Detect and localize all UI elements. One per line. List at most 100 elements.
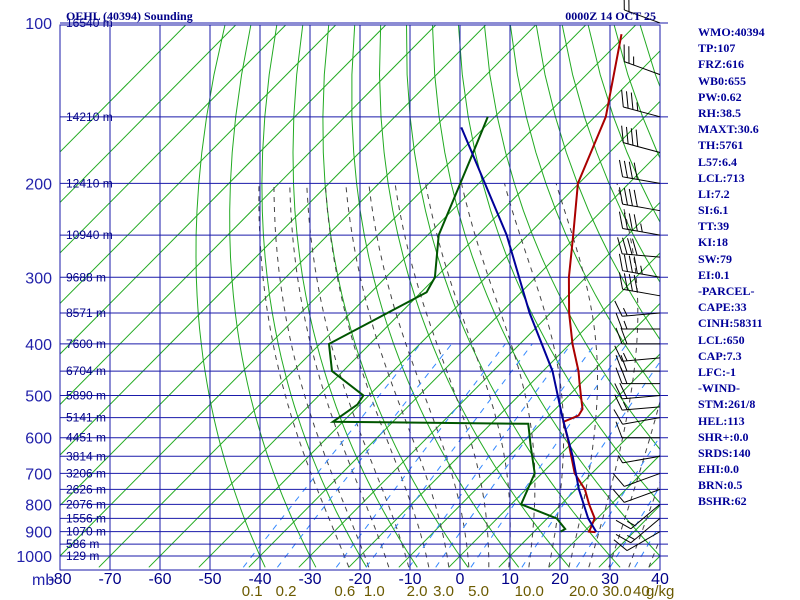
sounding-index: SHR+:0.0	[698, 429, 749, 444]
pressure-unit-label: mb	[32, 572, 54, 589]
sounding-index: SRDS:140	[698, 445, 751, 460]
temperature-tick-label: 0	[456, 571, 465, 588]
height-label: 586 m	[66, 537, 99, 551]
wind-barb-staff	[622, 312, 661, 317]
pressure-tick-label: 600	[25, 431, 52, 448]
height-label: 6704 m	[66, 364, 106, 378]
wind-barb-flag	[633, 214, 638, 232]
temperature-tick-label: 30	[601, 571, 619, 588]
wind-barb-flag	[618, 159, 624, 177]
temperature-tick-label: -60	[148, 571, 171, 588]
wind-barb	[615, 354, 660, 372]
wind-barb-flag	[627, 238, 633, 255]
pressure-tick-label: 300	[25, 270, 52, 287]
moist-adiabat-line	[555, 183, 598, 568]
moist-adiabat-line	[608, 399, 660, 568]
wind-barb-staff	[622, 406, 661, 411]
wind-barb-flag	[623, 254, 628, 272]
height-label: 5890 m	[66, 389, 106, 403]
wind-barb-staff	[626, 531, 661, 552]
isotherm-line	[60, 25, 587, 557]
wind-barb-staff	[624, 488, 661, 503]
moist-adiabat-line	[461, 183, 536, 568]
wind-barb-half-flag	[617, 455, 624, 464]
wind-barb-flag	[633, 274, 638, 292]
height-label: 14210 m	[66, 110, 113, 124]
wind-barb	[617, 237, 661, 258]
height-label: 3814 m	[66, 449, 106, 463]
mixing-ratio-line	[408, 343, 572, 568]
isotherm-line	[148, 50, 660, 568]
temperature-tick-label: -20	[348, 571, 371, 588]
height-label: 1556 m	[66, 511, 106, 525]
wind-barb-flag	[635, 129, 639, 147]
wind-barb-staff	[622, 357, 661, 362]
mixing-ratio-tick-label: 0.2	[276, 583, 297, 600]
wind-barb-flag	[628, 274, 633, 292]
pressure-tick-label: 200	[25, 176, 52, 193]
mixing-ratio-line	[242, 343, 421, 568]
height-label: 12410 m	[66, 176, 113, 190]
dry-adiabat-line	[509, 25, 660, 396]
mixing-ratio-tick-label: 5.0	[468, 583, 489, 600]
isotherm-line	[348, 252, 660, 568]
wind-barb	[617, 455, 661, 464]
isotherms	[60, 25, 660, 568]
wind-barb-staff	[622, 455, 661, 464]
dry-adiabat-line	[457, 25, 660, 504]
wind-barb	[614, 300, 661, 317]
mixing-ratio-line	[576, 435, 660, 568]
height-label: 9688 m	[66, 270, 106, 284]
dry-adiabat-line	[406, 25, 621, 568]
isotherm-line	[98, 25, 637, 568]
wind-barb-flag	[615, 327, 623, 345]
wind-barb-flag	[618, 187, 624, 205]
dry-adiabat-line	[431, 25, 660, 557]
wind-barbs	[612, 0, 661, 552]
wind-barb-flag	[615, 533, 632, 544]
temperature-tick-label: 20	[551, 571, 569, 588]
wind-barb-staff	[622, 288, 661, 297]
wind-barb-flag	[622, 237, 628, 255]
dry-adiabat-line	[561, 25, 660, 284]
wind-barb-half-flag	[622, 401, 628, 410]
temperature-tick-label: 40	[651, 571, 669, 588]
isotherm-line	[448, 353, 660, 568]
temperature-tick-label: -10	[398, 571, 421, 588]
wind-barb-flag	[615, 421, 623, 438]
wind-barb-flag	[612, 473, 625, 487]
sounding-index: MAXT:30.6	[698, 122, 759, 137]
wind-barb	[614, 394, 661, 411]
wind-barb-half-flag	[640, 223, 643, 233]
grid	[59, 22, 668, 571]
sounding-index: SW:79	[698, 251, 733, 266]
wind-barb-staff	[630, 503, 661, 530]
wind-barb-staff	[622, 203, 661, 212]
sounding-index: CAPE:33	[698, 300, 747, 315]
mixing-ratio-line	[470, 343, 628, 568]
wind-barb-staff	[622, 270, 661, 278]
height-label: 2076 m	[66, 497, 106, 511]
isotherm-line	[60, 25, 387, 355]
mixing-ratio-tick-label: 1.0	[364, 583, 385, 600]
sounding-index: CINH:58311	[698, 316, 763, 331]
height-label: 16540 m	[66, 16, 113, 30]
parcel-trace	[460, 127, 597, 533]
height-label: 3206 m	[66, 466, 106, 480]
wind-barb	[615, 367, 660, 385]
dry-adiabat-line	[769, 23, 800, 567]
wind-barb-flag	[613, 539, 628, 551]
wind-barb-flag	[632, 238, 638, 256]
moist-adiabat-line	[368, 183, 470, 568]
wind-barb-half-flag	[627, 520, 635, 526]
wind-barb	[623, 0, 661, 24]
wind-barb-staff	[623, 142, 661, 153]
sounding-index: -WIND-	[698, 381, 740, 396]
wind-barb-flag	[614, 345, 623, 362]
sounding-index: EHI:0.0	[698, 462, 740, 477]
wind-barb-staff	[624, 61, 661, 76]
wind-barb-half-flag	[622, 352, 628, 362]
sounding-index: EI:0.1	[698, 267, 730, 282]
